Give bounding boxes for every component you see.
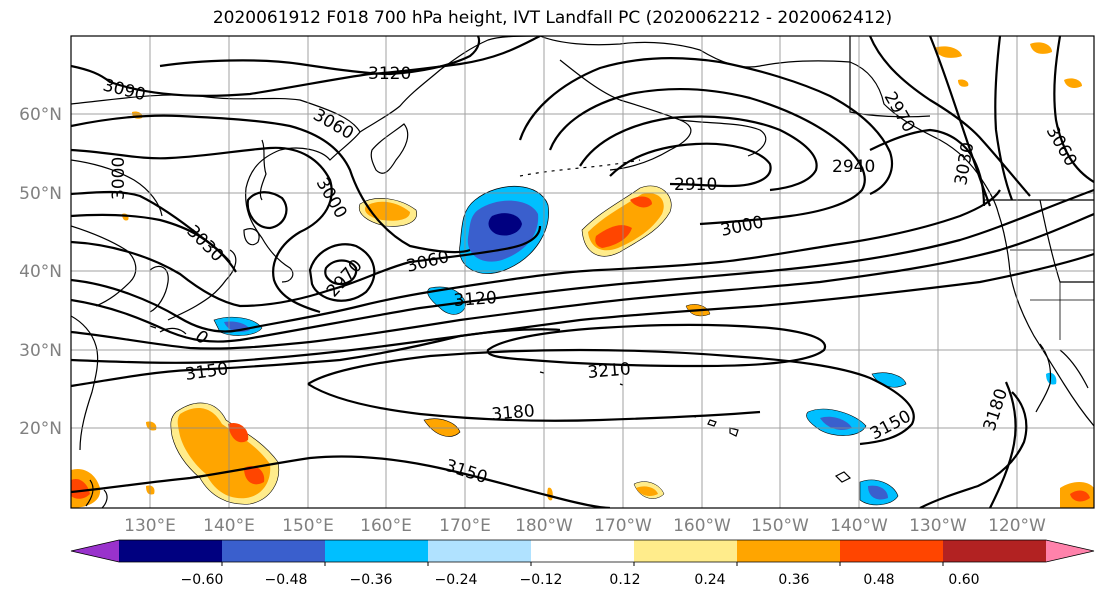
contour-label: 2910 [674, 175, 717, 195]
contour-label: 3120 [453, 288, 498, 311]
lon-label: 150°W [751, 516, 809, 536]
lon-label: 130°W [909, 516, 967, 536]
lat-label: 50°N [19, 184, 62, 204]
colorbar-extend-high [1046, 540, 1094, 562]
colorbar-tick-label: −0.24 [435, 572, 478, 588]
lon-label: 140°E [203, 516, 255, 536]
colorbar-tick-label: 0.24 [694, 572, 725, 588]
colorbar-segment [222, 540, 326, 562]
colorbar-outline [70, 539, 1095, 563]
colorbar-tick-labels: −0.60 −0.48 −0.36 −0.24 −0.12 0.12 0.24 … [181, 572, 980, 588]
colorbar-segment [428, 540, 532, 562]
colorbar-tick-label: −0.36 [350, 572, 393, 588]
colorbar-tick-label: −0.60 [181, 572, 224, 588]
lon-label: 150°E [282, 516, 334, 536]
lon-label: 130°E [124, 516, 176, 536]
colorbar-tick-label: −0.12 [520, 572, 563, 588]
colorbar-tick-label: −0.48 [265, 572, 308, 588]
colorbar-tick-label: 0.48 [863, 572, 894, 588]
contour-label: 3180 [491, 401, 536, 425]
contour-label: 3120 [368, 64, 411, 84]
lon-label: 140°W [830, 516, 888, 536]
map-border [70, 35, 1095, 509]
colorbar-segment [531, 540, 635, 562]
ivt-shading [71, 42, 1094, 508]
lon-label: 160°E [360, 516, 412, 536]
height-contours [71, 36, 1094, 508]
colorbar-segment [737, 540, 841, 562]
lon-label: 180°W [515, 516, 573, 536]
latitude-labels: 60°N 50°N 40°N 30°N 20°N [19, 105, 62, 439]
coastlines [71, 36, 1094, 508]
contour-label: 3210 [587, 359, 632, 383]
colorbar-segment [119, 540, 223, 562]
colorbar-tick-label: 0.12 [609, 572, 640, 588]
contour-label: 3000 [109, 157, 129, 200]
colorbar-segment [325, 540, 429, 562]
lat-label: 40°N [19, 262, 62, 282]
lat-label: 20°N [19, 419, 62, 439]
contour-label: 2940 [832, 157, 875, 177]
lon-label: 170°E [439, 516, 491, 536]
map-title: 2020061912 F018 700 hPa height, IVT Land… [212, 8, 893, 28]
lat-label: 60°N [19, 105, 62, 125]
lon-label: 120°W [988, 516, 1046, 536]
colorbar-segment [840, 540, 944, 562]
lon-label: 170°W [594, 516, 652, 536]
colorbar-tick-label: 0.36 [778, 572, 809, 588]
lat-label: 30°N [19, 341, 62, 361]
longitude-labels: 130°E 140°E 150°E 160°E 170°E 180°W 170°… [124, 516, 1046, 536]
lon-label: 160°W [673, 516, 731, 536]
colorbar-tick-label: 0.60 [948, 572, 979, 588]
colorbar-segment [634, 540, 738, 562]
colorbar [70, 539, 1095, 566]
colorbar-extend-low [71, 540, 119, 562]
colorbar-segment [943, 540, 1047, 562]
